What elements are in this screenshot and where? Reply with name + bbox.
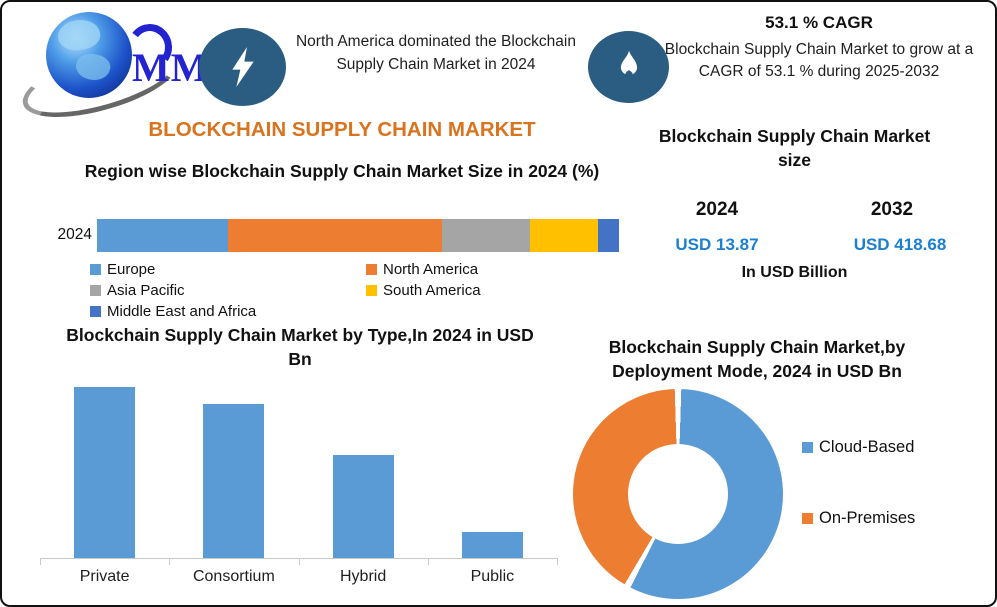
bar-slot (40, 382, 169, 558)
region-segment (441, 219, 531, 252)
category-label: Private (79, 568, 130, 585)
bar-slot (299, 382, 428, 558)
cagr-title: 53.1 % CAGR (765, 13, 873, 32)
bar-public (461, 532, 523, 558)
region-chart-title: Region wise Blockchain Supply Chain Mark… (84, 161, 600, 181)
category-label: Public (470, 568, 515, 585)
category-label: Consortium (192, 568, 275, 585)
legend-label: Europe (107, 260, 156, 278)
legend-item: Cloud-Based (802, 438, 992, 457)
region-segment (97, 219, 228, 252)
year-2024-label: 2024 (695, 199, 739, 220)
legend-item: South America (366, 280, 560, 300)
mmr-logo: MMR (15, 8, 238, 132)
legend-label: South America (383, 281, 481, 299)
region-segment (598, 219, 619, 252)
unit-note: In USD Billion (741, 264, 848, 281)
legend-swatch (90, 305, 101, 317)
type-chart-category-labels: Private Consortium Hybrid Public (40, 568, 557, 586)
bar-private (74, 387, 136, 558)
globe-icon (46, 12, 132, 98)
legend-swatch (802, 442, 813, 453)
value-2032: USD 418.68 (853, 235, 947, 254)
type-chart-title: Blockchain Supply Chain Market by Type,I… (66, 325, 534, 369)
market-size-title: Blockchain Supply Chain Market size (658, 126, 931, 170)
legend-item: On-Premises (802, 509, 992, 528)
region-segment (227, 219, 442, 252)
legend-label: North America (383, 260, 479, 278)
legend-item: North America (366, 259, 560, 279)
type-bar-plot (40, 382, 557, 558)
donut-legend: Cloud-Based On-Premises (802, 438, 992, 580)
type-chart-axis (40, 558, 558, 565)
deployment-donut-chart (573, 389, 783, 599)
bar-consortium (203, 404, 265, 558)
bar-slot (169, 382, 298, 558)
year-2032-label: 2032 (870, 199, 914, 220)
page-title: BLOCKCHAIN SUPPLY CHAIN MARKET (148, 118, 536, 141)
flame-icon (588, 31, 669, 103)
flame-glyph (620, 50, 637, 80)
donut-chart-title: Blockchain Supply Chain Market,by Deploy… (608, 337, 906, 381)
legend-swatch (366, 284, 377, 296)
legend-item: Europe (90, 259, 362, 279)
legend-swatch (802, 513, 813, 524)
legend-label: On-Premises (819, 509, 916, 527)
legend-label: Asia Pacific (107, 281, 185, 299)
legend-swatch (90, 284, 101, 296)
legend-item: Asia Pacific (90, 280, 362, 300)
legend-label: Cloud-Based (819, 438, 915, 456)
legend-swatch (366, 263, 377, 275)
bar-hybrid (332, 455, 394, 558)
region-segment (530, 219, 599, 252)
highlight-text: North America dominated the Blockchain S… (295, 33, 576, 74)
region-chart-year-label: 2024 (57, 226, 92, 243)
category-label: Hybrid (340, 568, 387, 585)
lightning-bolt-glyph (231, 47, 254, 87)
cagr-text: Blockchain Supply Chain Market to grow a… (664, 41, 974, 80)
value-2024: USD 13.87 (675, 235, 759, 254)
legend-label: Middle East and Africa (107, 302, 257, 320)
legend-item: Middle East and Africa (90, 301, 362, 321)
lightning-bolt-icon (199, 28, 286, 106)
bar-slot (428, 382, 557, 558)
region-legend: Europe North America Asia Pacific South Ame… (90, 259, 560, 321)
region-stacked-bar (97, 219, 619, 252)
donut-hole (628, 444, 728, 544)
legend-swatch (90, 263, 101, 275)
